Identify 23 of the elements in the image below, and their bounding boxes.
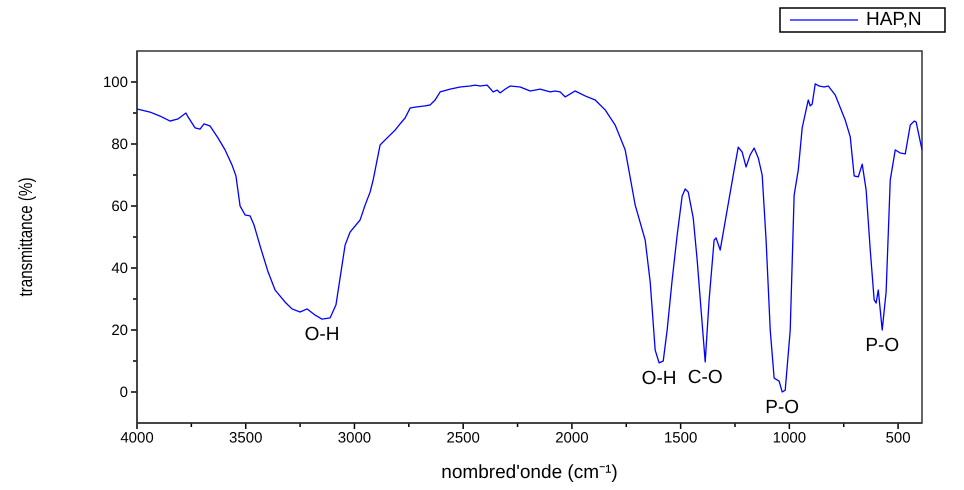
- y-tick-label: 60: [111, 198, 128, 215]
- x-tick-label: 4000: [120, 430, 154, 447]
- line-series: [136, 83, 923, 393]
- y-axis-title: transmittance (%): [14, 178, 36, 296]
- x-tick-label: 3500: [229, 430, 262, 447]
- y-tick-label: 100: [102, 74, 128, 91]
- x-tick-label: 1000: [772, 430, 806, 447]
- x-tick-label: 1500: [664, 430, 698, 447]
- y-tick-label: 20: [111, 322, 128, 339]
- annotation: P-O: [865, 335, 900, 356]
- x-tick-label: 500: [886, 430, 911, 447]
- annotation: P-O: [765, 397, 800, 418]
- x-tick-label: 2000: [555, 430, 589, 447]
- y-tick-label: 0: [120, 384, 128, 401]
- annotation: O-H: [304, 324, 340, 346]
- annotation: C-O: [688, 366, 723, 388]
- annotation: O-H: [642, 368, 677, 389]
- y-tick-label: 40: [111, 260, 128, 277]
- x-axis-title: nombred'onde (cm⁻¹): [441, 462, 618, 483]
- legend-label: HAP,N: [866, 9, 922, 30]
- y-tick-label: 80: [111, 136, 128, 153]
- x-tick-label: 3000: [338, 430, 372, 447]
- x-tick-label: 2500: [446, 430, 480, 447]
